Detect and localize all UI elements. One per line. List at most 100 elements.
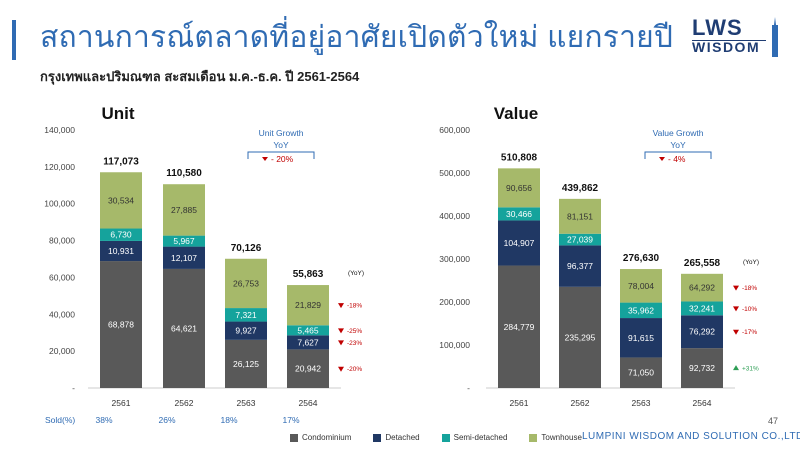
bar-segment-detached <box>225 321 267 340</box>
legend-item-condominium: Condominium <box>290 433 351 442</box>
page-subtitle: กรุงเทพและปริมณฑล สะสมเดือน ม.ค.-ธ.ค. ปี… <box>40 69 360 84</box>
y-tick-label: 200,000 <box>439 297 470 307</box>
data-label-detached: 9,927 <box>235 326 257 336</box>
data-label-detached: 104,907 <box>504 238 535 248</box>
legend-label: Semi-detached <box>453 433 508 442</box>
yoy-value: -18% <box>742 285 757 292</box>
x-category-label: 2561 <box>112 398 131 408</box>
y-tick-label: - <box>72 383 75 393</box>
bar-segment-semi_detached <box>620 302 662 319</box>
x-category-label: 2564 <box>693 398 712 408</box>
bar-segment-condominium <box>287 349 329 388</box>
data-label-condominium: 235,295 <box>565 332 596 342</box>
bar-segment-townhouse <box>287 285 329 326</box>
bar-segment-townhouse <box>100 172 142 229</box>
y-tick-label: 100,000 <box>439 340 470 350</box>
bar-segment-semi_detached <box>100 228 142 241</box>
footer-company: LUMPINI WISDOM AND SOLUTION CO.,LTD. <box>582 431 800 442</box>
y-tick-label: 100,000 <box>44 199 75 209</box>
bar-segment-detached <box>287 335 329 350</box>
growth-box-value: - 20% <box>271 154 294 164</box>
growth-box-bracket <box>247 151 315 159</box>
down-arrow-icon <box>338 340 344 346</box>
sold-label: Sold(%) <box>45 415 75 425</box>
down-arrow-icon <box>262 157 268 161</box>
bar-segment-condominium <box>559 286 601 388</box>
logo-text-top: LWS <box>692 15 743 40</box>
data-label-condominium: 284,779 <box>504 322 535 332</box>
bar-segment-detached <box>498 220 540 266</box>
legend-item-townhouse: Townhouse <box>529 433 582 442</box>
legend-item-semi_detached: Semi-detached <box>441 433 508 442</box>
legend-swatch <box>441 433 450 442</box>
chart-title-0: Unit <box>101 104 134 123</box>
y-tick-label: 140,000 <box>44 125 75 135</box>
bar-segment-semi_detached <box>498 207 540 221</box>
data-label-townhouse: 81,151 <box>567 211 593 221</box>
down-arrow-icon <box>733 306 739 312</box>
bar-segment-townhouse <box>498 168 540 208</box>
title-accent-bar <box>12 20 16 60</box>
x-category-label: 2562 <box>571 398 590 408</box>
data-label-townhouse: 90,656 <box>506 183 532 193</box>
bar-segment-detached <box>620 318 662 358</box>
data-label-condominium: 68,878 <box>108 320 134 330</box>
legend-swatch <box>373 433 382 442</box>
yoy-value: -20% <box>347 366 362 373</box>
yoy-value: -25% <box>347 328 362 335</box>
y-tick-label: 600,000 <box>439 125 470 135</box>
bar-total-label: 439,862 <box>562 183 599 194</box>
data-label-semi_detached: 6,730 <box>110 230 132 240</box>
data-label-semi_detached: 27,039 <box>567 235 593 245</box>
down-arrow-icon <box>338 303 344 309</box>
sold-value: 26% <box>158 415 175 425</box>
bar-segment-condominium <box>681 348 723 388</box>
y-tick-label: 60,000 <box>49 272 75 282</box>
bar-segment-semi_detached <box>225 308 267 322</box>
legend-label: Townhouse <box>541 433 582 442</box>
data-label-detached: 91,615 <box>628 333 654 343</box>
x-category-label: 2563 <box>632 398 651 408</box>
sold-value: 18% <box>220 415 237 425</box>
x-category-label: 2561 <box>510 398 529 408</box>
y-tick-label: 300,000 <box>439 254 470 264</box>
yoy-value: -18% <box>347 303 362 310</box>
bar-total-label: 276,630 <box>623 253 660 264</box>
growth-box-value: - 4% <box>668 154 686 164</box>
page-title: สถานการณ์ตลาดที่อยู่อาศัยเปิดตัวใหม่ แยก… <box>40 21 674 54</box>
bar-segment-townhouse <box>559 198 601 234</box>
data-label-condominium: 92,732 <box>689 363 715 373</box>
bar-segment-condominium <box>498 265 540 388</box>
page-number: 47 <box>768 416 779 426</box>
yoy-value: -10% <box>742 306 757 313</box>
data-label-condominium: 26,125 <box>233 359 259 369</box>
bar-segment-townhouse <box>225 258 267 309</box>
bar-segment-semi_detached <box>681 301 723 316</box>
y-tick-label: 40,000 <box>49 309 75 319</box>
bar-total-label: 510,808 <box>501 152 538 163</box>
growth-box-title: Unit Growth <box>259 128 304 138</box>
data-label-detached: 7,627 <box>297 337 319 347</box>
growth-box-subtitle: YoY <box>670 140 686 150</box>
bar-total-label: 70,126 <box>231 243 262 254</box>
legend-label: Detached <box>385 433 420 442</box>
data-label-townhouse: 64,292 <box>689 283 715 293</box>
logo-rule <box>692 40 766 41</box>
bar-segment-semi_detached <box>163 235 205 247</box>
data-label-condominium: 20,942 <box>295 364 321 374</box>
data-label-detached: 10,931 <box>108 246 134 256</box>
bar-segment-semi_detached <box>559 233 601 246</box>
data-label-townhouse: 21,829 <box>295 300 321 310</box>
bar-total-label: 110,580 <box>166 168 202 179</box>
sold-value: 17% <box>282 415 299 425</box>
bar-total-label: 117,073 <box>103 156 139 167</box>
y-tick-label: 500,000 <box>439 168 470 178</box>
down-arrow-icon <box>733 285 739 291</box>
growth-box-title: Value Growth <box>653 128 704 138</box>
data-label-townhouse: 78,004 <box>628 281 654 291</box>
lws-wisdom-logo: LWS WISDOM <box>692 17 784 59</box>
down-arrow-icon <box>733 329 739 335</box>
data-label-detached: 12,107 <box>171 253 197 263</box>
data-label-townhouse: 26,753 <box>233 278 259 288</box>
